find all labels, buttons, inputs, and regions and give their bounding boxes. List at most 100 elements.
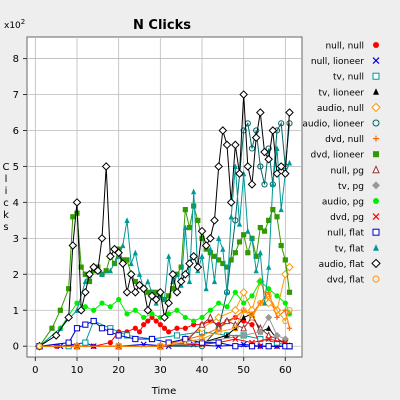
data-point: [126, 269, 136, 279]
legend-label: audio, pg: [322, 198, 364, 208]
data-point: [136, 271, 143, 277]
data-point: [106, 252, 115, 261]
data-point: [161, 296, 168, 303]
data-point: [232, 217, 239, 224]
data-point: [224, 289, 230, 295]
data-point: [266, 264, 272, 270]
legend-label: dvd, pg: [330, 213, 364, 223]
data-point: [226, 198, 236, 207]
data-point: [270, 181, 276, 188]
legend-item: dvd, null: [325, 135, 379, 145]
legend-item: null, lioneer: [311, 57, 380, 67]
data-point: [256, 108, 265, 117]
legend-marker: [373, 88, 379, 95]
data-point: [281, 169, 290, 178]
y-tick-label: 1: [13, 306, 19, 317]
legend-item: audio, flat: [319, 258, 381, 270]
data-point: [49, 325, 55, 331]
data-point: [274, 214, 280, 220]
data-point: [82, 278, 88, 285]
plot-area: [26, 36, 303, 358]
data-point: [124, 217, 130, 223]
chart-title: N Clicks: [133, 18, 191, 33]
data-point: [231, 305, 240, 315]
data-point: [241, 300, 247, 306]
data-point: [201, 241, 211, 250]
data-point: [240, 307, 247, 314]
data-point: [265, 313, 273, 322]
data-point: [82, 304, 88, 310]
data-point: [248, 343, 256, 350]
data-point: [240, 323, 248, 332]
data-point: [124, 311, 130, 317]
data-point: [236, 239, 243, 245]
data-point: [281, 269, 290, 279]
legend-label: tv, null: [333, 73, 364, 83]
data-point: [223, 316, 231, 325]
data-point: [220, 260, 226, 267]
data-point: [57, 307, 63, 313]
legend-item: null, pg: [330, 165, 380, 176]
data-point: [181, 269, 190, 279]
data-point: [57, 325, 63, 331]
data-point: [231, 140, 240, 150]
data-point: [265, 331, 273, 339]
legend-marker: [373, 151, 379, 158]
series-layer: [35, 90, 294, 351]
data-point: [149, 314, 155, 321]
data-point: [253, 127, 260, 134]
data-point: [224, 304, 230, 310]
data-point: [97, 234, 107, 243]
data-point: [248, 314, 256, 321]
data-point: [116, 296, 122, 303]
legend-item: dvd, lioneer: [311, 151, 379, 161]
data-point: [176, 277, 186, 286]
data-point: [172, 287, 182, 297]
data-point: [115, 343, 122, 350]
data-point: [36, 343, 43, 350]
data-point: [198, 339, 206, 346]
data-point: [286, 307, 293, 314]
data-point: [240, 127, 247, 134]
data-point: [82, 321, 89, 328]
data-point: [257, 163, 264, 170]
data-point: [178, 264, 184, 270]
data-point: [122, 287, 132, 297]
data-point: [143, 305, 153, 315]
data-point: [282, 257, 288, 263]
data-point: [228, 213, 234, 220]
data-point: [168, 269, 178, 279]
data-point: [214, 162, 223, 171]
data-point: [186, 278, 193, 285]
data-point: [220, 246, 226, 252]
data-point: [132, 278, 138, 285]
data-point: [191, 203, 197, 209]
data-point: [151, 295, 161, 304]
data-point: [141, 322, 147, 328]
data-point: [265, 292, 272, 299]
data-point: [114, 248, 123, 258]
data-point: [107, 304, 113, 310]
legend-label: null, lioneer: [311, 57, 364, 67]
data-point: [173, 332, 181, 339]
data-point: [249, 235, 255, 241]
data-point: [149, 311, 155, 317]
legend-marker: [372, 275, 380, 283]
legend-marker: [371, 258, 381, 269]
x-tick-label: 30: [154, 365, 167, 376]
legend-label: audio, flat: [319, 260, 365, 270]
data-point: [281, 335, 289, 343]
data-point: [66, 286, 72, 292]
data-point: [216, 235, 222, 241]
data-point: [240, 331, 248, 340]
data-point: [261, 181, 268, 188]
data-point: [182, 206, 188, 213]
data-point: [256, 328, 264, 336]
data-point: [139, 284, 148, 293]
data-point: [241, 232, 247, 238]
legend-label: dvd, flat: [327, 276, 365, 286]
data-point: [185, 259, 194, 268]
data-point: [153, 318, 159, 324]
x-tick-label: 10: [71, 365, 84, 376]
